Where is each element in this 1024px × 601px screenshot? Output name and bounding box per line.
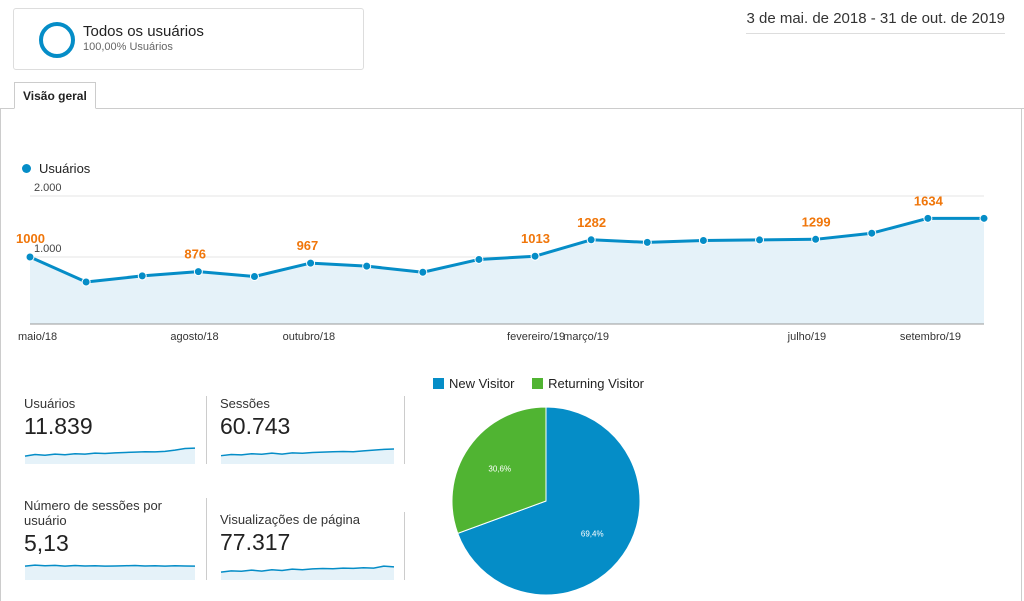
data-point[interactable] [418,267,428,277]
x-tick-label: outubro/18 [283,331,336,343]
pie-slice-label: 69,4% [581,529,604,538]
data-point[interactable] [867,228,877,238]
report-panel [0,109,1022,601]
x-tick-label: maio/18 [18,331,57,343]
chart-legend[interactable]: Usuários [22,161,90,176]
x-tick-label: setembro/19 [900,331,961,343]
data-point[interactable] [811,234,821,244]
metric-label: Usuários [24,396,76,411]
sparkline-area [25,565,195,580]
data-point[interactable] [698,236,708,246]
pageviews-sparkline [220,565,395,580]
metric-pageviews[interactable]: Visualizações de página 77.317 [220,512,360,556]
pie-slice-returning-visitor[interactable] [451,406,547,535]
metric-label: Número de sessões por usuário [24,498,163,528]
visitor-type-pie-chart[interactable]: 69,4% 30,6% [446,400,646,600]
metric-separator [206,498,207,580]
data-point[interactable] [642,237,652,247]
metric-sessions-per-user[interactable]: Número de sessões por usuário 5,13 [24,498,194,557]
data-point[interactable] [923,213,933,223]
sparkline-line [220,565,395,573]
sparkline-line [220,448,395,457]
data-annotation-label: 967 [297,238,319,253]
metric-value: 11.839 [24,413,93,439]
data-point[interactable] [979,213,989,223]
segment-ring-icon [39,22,75,58]
legend-item-returning-visitor[interactable]: Returning Visitor [532,376,644,391]
sessions-sparkline [220,448,395,464]
metric-label: Visualizações de página [220,512,360,527]
users-sparkline [24,447,196,464]
data-point[interactable] [193,267,203,277]
tab-bar-divider [0,108,1024,109]
metric-value: 5,13 [24,530,69,556]
metric-label: Sessões [220,396,270,411]
sparkline-line [24,447,196,457]
data-annotation-label: 876 [184,247,206,262]
data-annotation-label: 1000 [16,231,45,246]
sessions-per-user-sparkline [24,564,196,580]
series-dot-icon [22,164,31,174]
data-point[interactable] [530,251,540,261]
series-line [29,216,984,284]
metric-separator [404,512,405,580]
sparkline-area [221,566,394,580]
y-tick-label: 1.000 [34,243,62,255]
data-point[interactable] [137,271,147,281]
legend-label: New Visitor [449,376,515,391]
sparkline-line [24,564,196,567]
sparkline-area [221,448,394,464]
data-annotation-label: 1299 [802,214,831,229]
series-area [30,218,984,324]
legend-item-new-visitor[interactable]: New Visitor [433,376,515,391]
metric-sessions[interactable]: Sessões 60.743 [220,396,290,440]
legend-swatch [532,378,544,390]
data-point[interactable] [306,258,316,268]
tab-overview[interactable]: Visão geral [14,82,96,109]
data-point[interactable] [586,235,596,245]
pie-slice-label: 30,6% [488,465,511,474]
data-point[interactable] [755,235,765,245]
pie-legend[interactable]: New Visitor Returning Visitor [433,376,658,391]
series-name: Usuários [39,161,91,176]
data-annotation-label: 1634 [914,193,944,208]
data-point[interactable] [474,254,484,264]
x-tick-label: fevereiro/19 [507,331,565,343]
metric-value: 60.743 [220,413,291,439]
x-tick-label: julho/19 [787,331,827,343]
segment-percent: 100,00% Usuários [83,41,173,53]
data-point[interactable] [249,272,259,282]
metric-separator [206,396,207,464]
segment-name: Todos os usuários [83,23,204,40]
data-annotation-label: 1013 [521,231,550,246]
date-range-selector[interactable]: 3 de mai. de 2018 - 31 de out. de 2019 [746,10,1005,34]
legend-swatch [433,378,444,390]
metric-separator [404,396,405,464]
data-annotation-label: 1282 [577,215,606,230]
pie-slice-new-visitor[interactable] [457,406,641,596]
x-tick-label: agosto/18 [170,331,218,343]
data-point[interactable] [81,277,91,287]
metric-users[interactable]: Usuários 11.839 [24,396,93,440]
data-point[interactable] [362,261,372,271]
metric-value: 77.317 [220,529,291,555]
segment-card[interactable]: Todos os usuários 100,00% Usuários [13,8,364,70]
legend-label: Returning Visitor [548,376,645,391]
x-tick-label: março/19 [563,331,609,343]
y-tick-label: 2.000 [34,182,62,194]
data-point[interactable] [25,252,35,262]
